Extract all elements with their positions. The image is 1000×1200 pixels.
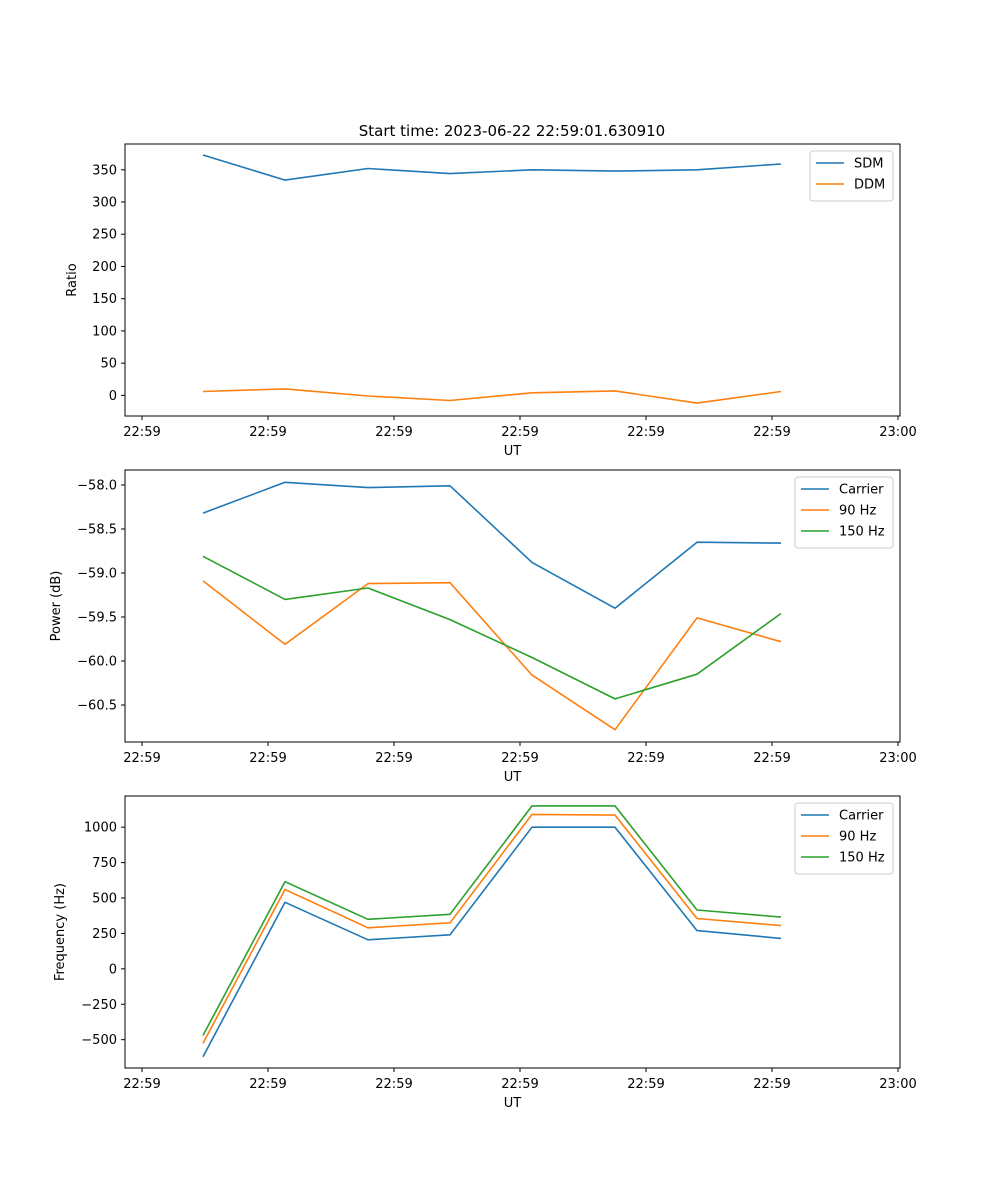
y-tick-label: −59.0 [77, 566, 117, 581]
y-tick-label: 200 [92, 260, 117, 275]
y-tick-label: −60.0 [77, 655, 117, 670]
y-tick-label: 500 [92, 892, 117, 907]
legend: SDM DDM [809, 150, 894, 202]
series-line-ddm [202, 388, 782, 404]
x-tick-label: 22:59 [249, 751, 286, 766]
y-tick-label: −500 [81, 1033, 117, 1048]
legend-label: 150 Hz [839, 851, 885, 866]
x-axis-label: UT [504, 1096, 522, 1111]
legend: Carrier 90 Hz 150 Hz [794, 476, 894, 549]
series-line-carrier [202, 481, 782, 610]
x-tick-label: 22:59 [627, 1077, 664, 1092]
y-tick-label: 350 [92, 163, 117, 178]
legend-label: SDM [854, 157, 883, 172]
series-line-90-hz [202, 813, 782, 1044]
x-tick-label: 22:59 [249, 1077, 286, 1092]
y-tick-label: −60.5 [77, 699, 117, 714]
series-line-150-hz [202, 805, 782, 1036]
y-tick-label: 0 [109, 962, 117, 977]
y-tick-label: 100 [92, 324, 117, 339]
y-axis-label: Power (dB) [49, 571, 64, 642]
axes-frame [124, 469, 901, 743]
x-tick-label: 22:59 [123, 1077, 160, 1092]
x-tick-label: 22:59 [627, 425, 664, 440]
x-tick-label: 22:59 [501, 425, 538, 440]
y-axis-label: Frequency (Hz) [53, 883, 68, 981]
legend-label: DDM [854, 178, 885, 193]
x-tick-label: 22:59 [123, 751, 160, 766]
axes-frame [124, 143, 901, 417]
y-tick-label: 50 [100, 357, 117, 372]
x-tick-label: 22:59 [753, 751, 790, 766]
y-tick-label: 1000 [84, 821, 117, 836]
y-tick-label: 250 [92, 228, 117, 243]
legend-label: Carrier [839, 483, 884, 498]
y-tick-label: −58.0 [77, 478, 117, 493]
y-tick-label: 150 [92, 292, 117, 307]
y-tick-label: −59.5 [77, 611, 117, 626]
legend-label: 90 Hz [839, 830, 876, 845]
x-tick-label: 23:00 [879, 425, 916, 440]
y-tick-label: 250 [92, 927, 117, 942]
x-axis-label: UT [504, 770, 522, 785]
legend-label: Carrier [839, 809, 884, 824]
y-tick-label: 0 [109, 389, 117, 404]
x-tick-label: 22:59 [249, 425, 286, 440]
y-axis-label: Ratio [65, 263, 80, 296]
x-tick-label: 22:59 [501, 1077, 538, 1092]
series-line-sdm [202, 154, 782, 181]
legend-label: 150 Hz [839, 525, 885, 540]
figure-title: Start time: 2023-06-22 22:59:01.630910 [359, 122, 665, 140]
x-tick-label: 22:59 [753, 425, 790, 440]
subplot-3: 22:59 22:59 22:59 22:59 22:59 22:59 23:00 −500 −… [53, 795, 917, 1111]
series-line-carrier [202, 826, 782, 1058]
x-tick-label: 22:59 [123, 425, 160, 440]
x-axis-label: UT [504, 444, 522, 459]
subplot-2: 22:59 22:59 22:59 22:59 22:59 22:59 23:00 −60.5… [49, 469, 917, 785]
x-tick-label: 22:59 [375, 751, 412, 766]
series-line-150-hz [202, 555, 782, 700]
subplot-1: 22:59 22:59 22:59 22:59 22:59 22:59 23:00 0 50 10… [65, 143, 917, 459]
x-tick-label: 22:59 [501, 751, 538, 766]
x-tick-label: 23:00 [879, 751, 916, 766]
x-tick-label: 22:59 [753, 1077, 790, 1092]
y-tick-label: 750 [92, 856, 117, 871]
legend: Carrier 90 Hz 150 Hz [794, 802, 894, 875]
y-tick-label: 300 [92, 196, 117, 211]
axes-frame [124, 795, 901, 1069]
legend-label: 90 Hz [839, 504, 876, 519]
y-tick-label: −58.5 [77, 522, 117, 537]
x-tick-label: 22:59 [627, 751, 664, 766]
y-tick-label: −250 [81, 998, 117, 1013]
x-tick-label: 23:00 [879, 1077, 916, 1092]
x-tick-label: 22:59 [375, 425, 412, 440]
x-tick-label: 22:59 [375, 1077, 412, 1092]
series-line-90-hz [202, 580, 782, 731]
